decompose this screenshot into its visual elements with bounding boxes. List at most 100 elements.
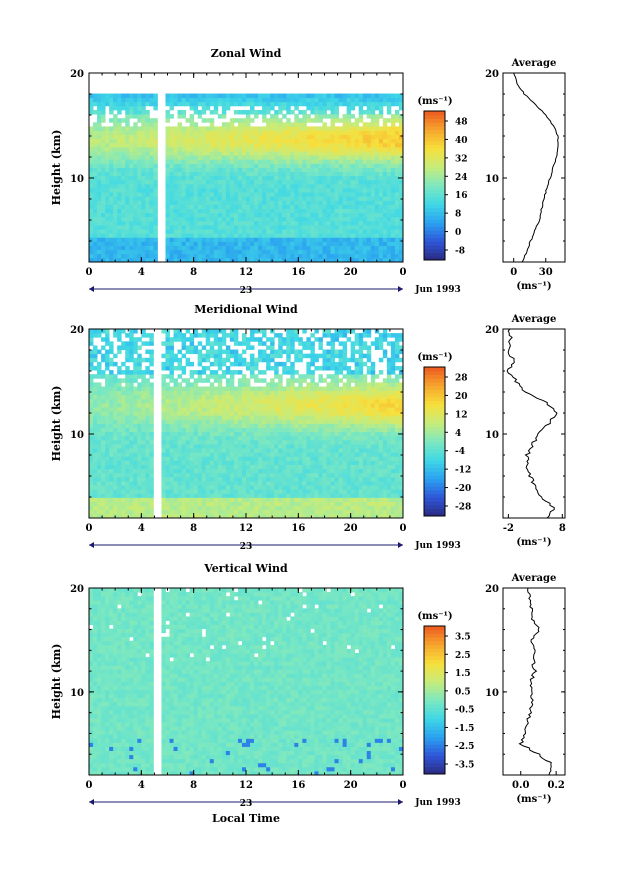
colorbar-level: -12 xyxy=(455,466,471,476)
date-label: Jun 1993 xyxy=(414,798,461,808)
average-x-tick-label: 0.0 xyxy=(512,780,529,791)
x-tick-label: 4 xyxy=(138,523,145,534)
average-x-tick-label: -2 xyxy=(503,523,514,534)
x-tick-label: 0 xyxy=(86,267,93,278)
heatmap xyxy=(89,329,404,519)
colorbar-unit: (ms⁻¹) xyxy=(417,352,452,363)
colorbar-level: 40 xyxy=(455,136,468,146)
average-frame xyxy=(502,72,566,263)
colorbar-level: 48 xyxy=(455,118,468,128)
average-unit: (ms⁻¹) xyxy=(516,537,551,548)
x-tick-label: 0 xyxy=(86,523,93,534)
x-axis-label: Local Time xyxy=(212,812,280,825)
colorbar-level: 28 xyxy=(455,374,468,384)
date-label: Jun 1993 xyxy=(414,285,461,295)
average-frame xyxy=(502,328,566,519)
y-axis-label: Height (km) xyxy=(50,644,63,720)
colorbar-level: -20 xyxy=(455,484,471,494)
average-x-tick-label: 0 xyxy=(510,267,517,278)
average-y-tick-label: 20 xyxy=(485,584,499,595)
colorbar-level: 20 xyxy=(455,392,468,402)
day-axis-arrow-left xyxy=(89,542,94,548)
colorbar-level: 24 xyxy=(455,173,468,183)
colorbar-level: 4 xyxy=(455,429,461,439)
average-profile-line xyxy=(518,587,552,776)
colorbar-level: 2.5 xyxy=(455,651,471,661)
day-label: 23 xyxy=(240,799,253,809)
colorbar-level: 8 xyxy=(455,210,461,220)
colorbar-level: 12 xyxy=(455,410,468,420)
average-unit: (ms⁻¹) xyxy=(516,281,551,292)
x-tick-label: 12 xyxy=(239,523,253,534)
day-label: 23 xyxy=(240,286,253,296)
y-tick-label: 10 xyxy=(70,688,84,699)
average-profile: Average 10 20 0.0 0.2 (ms⁻¹) xyxy=(485,573,566,805)
date-label: Jun 1993 xyxy=(414,541,461,551)
average-y-tick-label: 20 xyxy=(485,325,499,336)
average-x-tick-label: 0.2 xyxy=(547,780,564,791)
average-x-tick-label: 30 xyxy=(539,267,553,278)
average-frame xyxy=(502,587,566,776)
y-tick-label: 10 xyxy=(70,430,84,441)
colorbar-level: -1.5 xyxy=(455,724,474,734)
panel-title: Zonal Wind xyxy=(211,47,282,60)
y-tick-label: 20 xyxy=(70,69,84,80)
average-title: Average xyxy=(511,314,557,325)
colorbar-level: -2.5 xyxy=(455,742,474,752)
x-tick-label: 12 xyxy=(239,267,253,278)
average-title: Average xyxy=(511,58,557,69)
x-tick-label: 4 xyxy=(138,780,145,791)
day-axis-arrow-right xyxy=(398,286,403,292)
average-title: Average xyxy=(511,573,557,584)
day-label: 23 xyxy=(240,542,253,552)
colorbar-unit: (ms⁻¹) xyxy=(417,96,452,107)
average-x-tick-label: 8 xyxy=(559,523,566,534)
day-axis-arrow-right xyxy=(398,799,403,805)
x-tick-label: 8 xyxy=(190,780,197,791)
y-tick-label: 20 xyxy=(70,325,84,336)
y-axis-label: Height (km) xyxy=(50,386,63,462)
heatmap xyxy=(89,588,404,776)
y-tick-label: 10 xyxy=(70,174,84,185)
average-profile-line xyxy=(506,328,558,519)
x-tick-label: 20 xyxy=(344,780,358,791)
colorbar: (ms⁻¹) -28 -20 -12 -4 4 12 20 28 xyxy=(417,352,471,517)
x-tick-label: 8 xyxy=(190,267,197,278)
average-y-tick-label: 10 xyxy=(485,430,499,441)
x-tick-label: 4 xyxy=(138,267,145,278)
colorbar-level: -0.5 xyxy=(455,706,474,716)
y-tick-label: 20 xyxy=(70,584,84,595)
panel-2: Meridional Wind 0 4 8 12 16 20 0 10 20 Height (km)… xyxy=(50,303,566,552)
x-tick-label: 16 xyxy=(291,267,305,278)
panel-title: Meridional Wind xyxy=(194,303,298,316)
day-axis-arrow-left xyxy=(89,286,94,292)
day-axis-arrow-right xyxy=(398,542,403,548)
x-tick-label: 16 xyxy=(291,523,305,534)
average-y-tick-label: 10 xyxy=(485,688,499,699)
x-tick-label: 20 xyxy=(344,267,358,278)
colorbar-level: 0.5 xyxy=(455,687,471,697)
x-tick-label: 8 xyxy=(190,523,197,534)
x-tick-label: 0 xyxy=(400,523,407,534)
colorbar-level: -3.5 xyxy=(455,761,474,771)
x-tick-label: 20 xyxy=(344,523,358,534)
y-axis-label: Height (km) xyxy=(50,130,63,206)
x-tick-label: 0 xyxy=(400,780,407,791)
colorbar: (ms⁻¹) -8 0 8 16 24 32 40 48 xyxy=(417,96,468,261)
panel-3: Vertical Wind 0 4 8 12 16 20 0 10 20 Height (km) 23… xyxy=(50,562,566,809)
panel-title: Vertical Wind xyxy=(203,562,288,575)
day-axis-arrow-left xyxy=(89,799,94,805)
average-y-tick-label: 20 xyxy=(485,69,499,80)
colorbar-level: 32 xyxy=(455,154,468,164)
average-y-tick-label: 10 xyxy=(485,174,499,185)
colorbar-level: 16 xyxy=(455,191,468,201)
average-profile: Average 10 20 -2 8 (ms⁻¹) xyxy=(485,314,566,548)
average-unit: (ms⁻¹) xyxy=(516,794,551,805)
colorbar-level: 1.5 xyxy=(455,669,471,679)
colorbar-level: 0 xyxy=(455,228,461,238)
colorbar-level: -8 xyxy=(455,247,465,257)
colorbar: (ms⁻¹) -3.5 -2.5 -1.5 -0.5 0.5 1.5 2.5 3.5 xyxy=(417,611,474,775)
x-tick-label: 16 xyxy=(291,780,305,791)
